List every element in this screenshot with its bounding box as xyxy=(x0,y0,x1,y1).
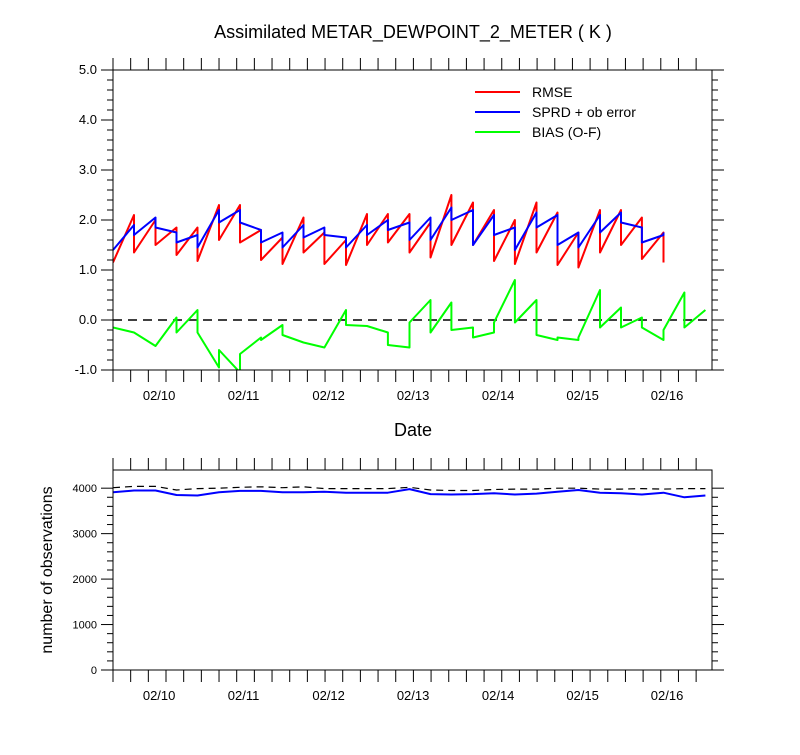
legend-label: SPRD + ob error xyxy=(532,104,636,120)
bottom-panel: 0 1000 2000 3000 4000 02/10 02/11 02/12 02/13 02/… xyxy=(73,458,724,703)
y-tick-label: 2.0 xyxy=(79,212,97,227)
bottom-axes: 0 1000 2000 3000 4000 02/10 02/11 02/12 02/13 02/… xyxy=(73,458,724,703)
chart-title: Assimilated METAR_DEWPOINT_2_METER ( K ) xyxy=(214,22,612,43)
x-tick-label: 02/11 xyxy=(228,388,260,403)
x-axis-label: Date xyxy=(394,420,432,440)
series-line-rmse xyxy=(113,194,665,269)
y-tick-label: -1.0 xyxy=(75,362,97,377)
series-line-bias-o-f xyxy=(113,279,707,370)
x-tick-label: 02/15 xyxy=(566,688,599,703)
y-tick-label: 3000 xyxy=(73,529,97,541)
top-axes: -1.0 0.0 1.0 2.0 3.0 4.0 5.0 02/10 02/11 02/12 02/… xyxy=(75,58,724,403)
y-tick-label: 0 xyxy=(91,665,97,677)
top-series xyxy=(113,194,707,370)
y-tick-label: 0.0 xyxy=(79,312,97,327)
y-tick-label: 4000 xyxy=(73,483,97,495)
legend-label: BIAS (O-F) xyxy=(532,124,601,140)
x-tick-label: 02/15 xyxy=(566,388,599,403)
legend: RMSE SPRD + ob error BIAS (O-F) xyxy=(475,84,636,140)
x-tick-label: 02/13 xyxy=(397,388,430,403)
x-tick-label: 02/12 xyxy=(312,388,345,403)
x-tick-label: 02/12 xyxy=(312,688,345,703)
series-line-assimilated xyxy=(113,488,706,499)
y-tick-label: 1000 xyxy=(73,620,97,632)
bottom-plot-frame xyxy=(112,469,713,671)
y-tick-label: 1.0 xyxy=(79,262,97,277)
y-tick-label: 3.0 xyxy=(79,162,97,177)
top-plot-frame xyxy=(112,69,713,371)
x-tick-label: 02/14 xyxy=(482,688,515,703)
y-tick-label: 5.0 xyxy=(79,62,97,77)
y-tick-label: 4.0 xyxy=(79,112,97,127)
x-tick-label: 02/13 xyxy=(397,688,430,703)
top-panel: -1.0 0.0 1.0 2.0 3.0 4.0 5.0 02/10 02/11 02/12 02/… xyxy=(75,58,724,403)
y-axis-label: number of observations xyxy=(39,486,56,653)
x-tick-label: 02/11 xyxy=(228,688,260,703)
x-tick-label: 02/14 xyxy=(482,388,515,403)
x-tick-label: 02/10 xyxy=(143,388,176,403)
y-tick-label: 2000 xyxy=(73,574,97,586)
series-line-possible xyxy=(113,485,706,492)
legend-label: RMSE xyxy=(532,84,572,100)
x-tick-label: 02/16 xyxy=(651,388,684,403)
x-tick-label: 02/16 xyxy=(651,688,684,703)
series-line-sprd-ob-error xyxy=(113,206,665,251)
bottom-series xyxy=(113,485,706,499)
x-tick-label: 02/10 xyxy=(143,688,176,703)
